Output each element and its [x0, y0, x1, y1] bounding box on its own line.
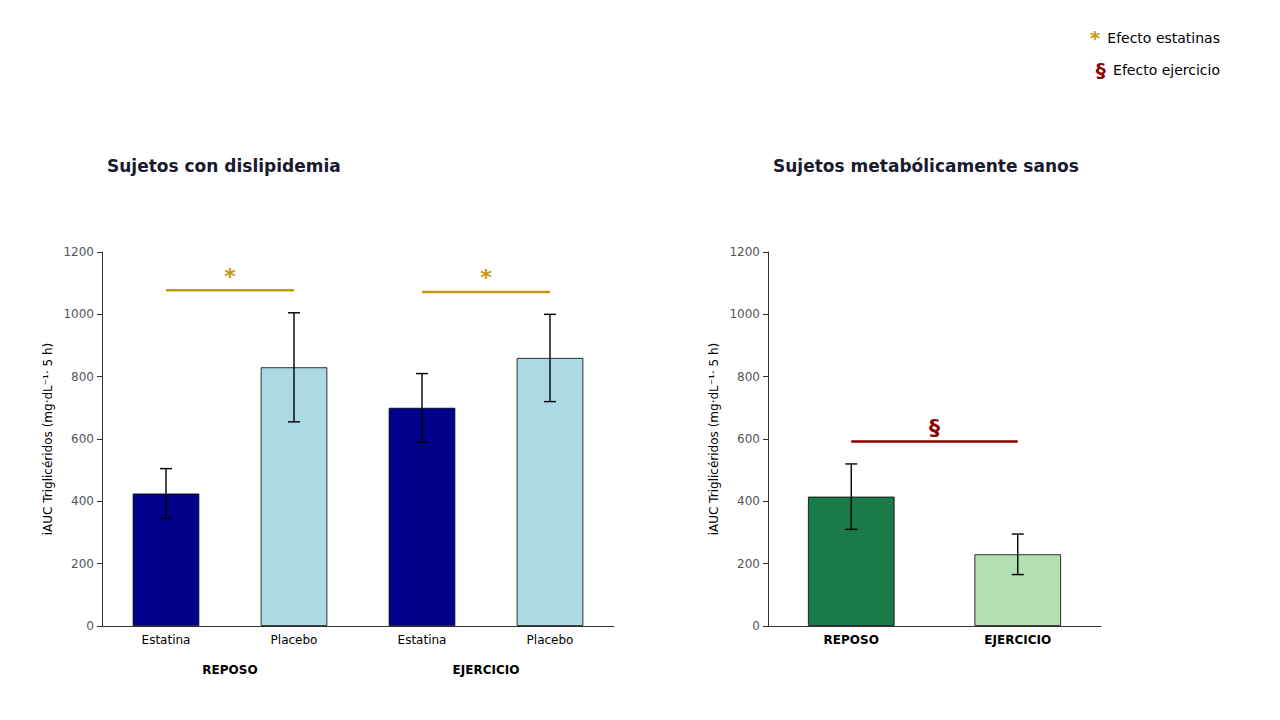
- svg-text:Efecto ejercicio: Efecto ejercicio: [1113, 62, 1220, 78]
- svg-text:Estatina: Estatina: [142, 633, 191, 647]
- svg-text:0: 0: [752, 619, 760, 633]
- svg-text:iAUC Triglicéridos (mg·dL⁻¹· 5: iAUC Triglicéridos (mg·dL⁻¹· 5 h): [707, 343, 721, 536]
- svg-text:iAUC Triglicéridos (mg·dL⁻¹· 5: iAUC Triglicéridos (mg·dL⁻¹· 5 h): [41, 343, 55, 536]
- svg-text:§: §: [929, 415, 940, 440]
- svg-text:400: 400: [71, 494, 94, 508]
- svg-text:800: 800: [71, 370, 94, 384]
- svg-text:800: 800: [737, 370, 760, 384]
- svg-text:1000: 1000: [63, 307, 94, 321]
- svg-text:REPOSO: REPOSO: [824, 633, 879, 647]
- svg-text:Sujetos metabólicamente sanos: Sujetos metabólicamente sanos: [773, 156, 1079, 176]
- svg-text:Placebo: Placebo: [527, 633, 574, 647]
- svg-text:1000: 1000: [729, 307, 760, 321]
- svg-text:§: §: [1096, 58, 1106, 82]
- svg-text:Estatina: Estatina: [398, 633, 447, 647]
- svg-text:*: *: [224, 264, 236, 289]
- svg-text:REPOSO: REPOSO: [202, 663, 257, 677]
- svg-text:600: 600: [71, 432, 94, 446]
- svg-text:*: *: [480, 265, 492, 290]
- svg-text:EJERCICIO: EJERCICIO: [984, 633, 1051, 647]
- svg-text:Placebo: Placebo: [271, 633, 318, 647]
- svg-text:*: *: [1090, 26, 1101, 50]
- svg-text:Sujetos con dislipidemia: Sujetos con dislipidemia: [107, 156, 341, 176]
- svg-text:200: 200: [71, 557, 94, 571]
- svg-text:0: 0: [86, 619, 94, 633]
- svg-text:400: 400: [737, 494, 760, 508]
- svg-text:1200: 1200: [729, 245, 760, 259]
- svg-text:600: 600: [737, 432, 760, 446]
- svg-text:EJERCICIO: EJERCICIO: [453, 663, 520, 677]
- svg-text:200: 200: [737, 557, 760, 571]
- svg-text:1200: 1200: [63, 245, 94, 259]
- svg-text:Efecto estatinas: Efecto estatinas: [1107, 30, 1220, 46]
